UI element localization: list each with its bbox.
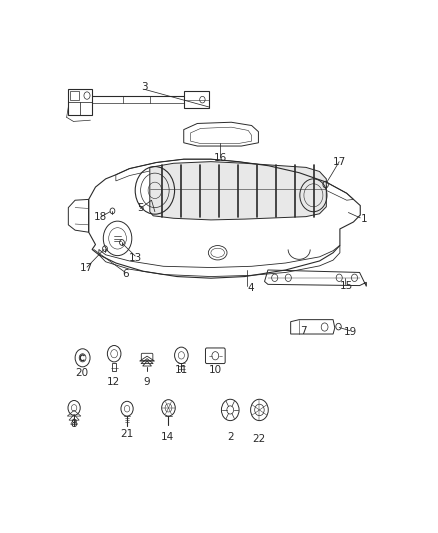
Text: 18: 18 <box>94 212 107 222</box>
Text: 7: 7 <box>300 326 307 336</box>
Text: 19: 19 <box>344 327 357 336</box>
Text: 17: 17 <box>80 263 93 273</box>
Text: 17: 17 <box>333 157 346 167</box>
Text: 16: 16 <box>214 152 227 163</box>
Text: 8: 8 <box>70 419 77 429</box>
Text: 14: 14 <box>161 432 174 442</box>
Text: 21: 21 <box>120 429 133 439</box>
Text: 10: 10 <box>208 365 222 375</box>
Text: 15: 15 <box>339 280 353 290</box>
Text: 2: 2 <box>227 432 233 442</box>
Text: 6: 6 <box>122 269 129 279</box>
Text: 1: 1 <box>360 214 367 224</box>
Text: 3: 3 <box>141 82 148 92</box>
Text: 12: 12 <box>106 377 120 387</box>
Text: 4: 4 <box>247 282 254 293</box>
Text: 9: 9 <box>144 377 150 387</box>
Text: 13: 13 <box>129 253 142 263</box>
Text: 11: 11 <box>174 365 187 375</box>
Text: 22: 22 <box>252 434 266 445</box>
Text: 5: 5 <box>137 204 144 213</box>
Polygon shape <box>150 161 326 220</box>
Text: 20: 20 <box>75 368 88 377</box>
